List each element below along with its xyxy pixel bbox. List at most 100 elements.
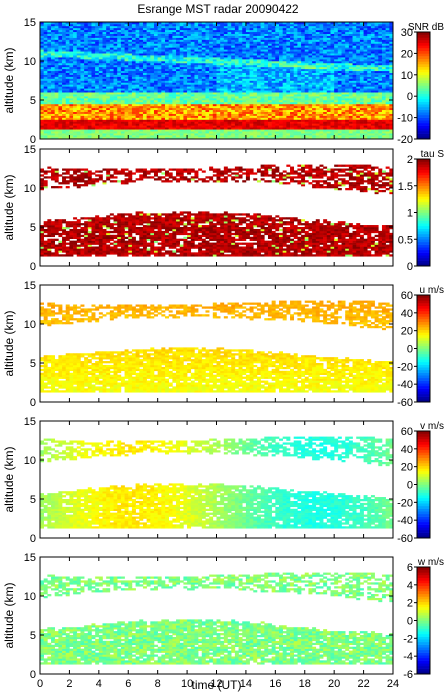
heatmap-cell — [323, 39, 328, 42]
heatmap-cell — [139, 51, 144, 54]
heatmap-cell — [172, 135, 177, 138]
heatmap-cell — [91, 135, 96, 138]
heatmap-cell — [183, 117, 188, 120]
heatmap-cell — [124, 74, 129, 77]
heatmap-cell — [62, 27, 67, 31]
heatmap-cell — [326, 41, 331, 44]
heatmap-cell — [58, 45, 63, 48]
heatmap-cell — [165, 86, 169, 89]
heatmap-cell — [326, 76, 331, 79]
heatmap-cell — [227, 37, 232, 40]
heatmap-cell — [58, 74, 63, 77]
heatmap-cell — [290, 64, 295, 68]
heatmap-cell — [51, 53, 56, 56]
heatmap-cell — [209, 117, 214, 120]
heatmap-cell — [323, 115, 328, 118]
heatmap-cell — [76, 51, 81, 54]
heatmap-cell — [286, 33, 291, 36]
heatmap-cell — [43, 96, 48, 99]
heatmap-cell — [256, 59, 261, 62]
heatmap-cell — [198, 100, 203, 103]
heatmap-cell — [223, 76, 228, 79]
heatmap-cell — [201, 94, 206, 97]
heatmap-cell — [51, 115, 56, 118]
heatmap-cell — [312, 49, 317, 52]
heatmap-cell — [242, 59, 247, 62]
heatmap-cell — [168, 49, 173, 52]
heatmap-cell — [212, 39, 217, 42]
heatmap-cell — [124, 23, 129, 27]
heatmap-cell — [84, 115, 89, 118]
heatmap-cell — [40, 49, 44, 52]
heatmap-cell — [80, 113, 85, 116]
heatmap-cell — [43, 62, 48, 66]
heatmap-cell — [330, 78, 335, 81]
heatmap-cell — [293, 53, 298, 56]
heatmap-cell — [220, 115, 225, 118]
heatmap-cell — [120, 137, 125, 140]
heatmap-cell — [124, 61, 129, 64]
heatmap-cell — [179, 39, 184, 42]
heatmap-cell — [113, 119, 118, 122]
heatmap-cell — [102, 109, 107, 112]
heatmap-cell — [54, 37, 59, 40]
heatmap-cell — [106, 53, 111, 56]
heatmap-cell — [69, 35, 74, 38]
heatmap-cell — [165, 68, 169, 72]
heatmap-cell — [113, 39, 118, 42]
heatmap-cell — [113, 84, 118, 87]
heatmap-cell — [286, 133, 291, 136]
heatmap-cell — [198, 86, 203, 89]
figure-title: Esrange MST radar 20090422 — [137, 2, 299, 16]
heatmap-cell — [234, 137, 239, 140]
heatmap-cell — [51, 80, 56, 83]
heatmap-cell — [113, 82, 118, 85]
heatmap-cell — [242, 43, 247, 46]
heatmap-cell — [47, 113, 52, 116]
heatmap-cell — [87, 125, 92, 128]
heatmap-cell — [106, 90, 111, 93]
heatmap-cell — [98, 103, 103, 107]
heatmap-cell — [315, 131, 320, 134]
heatmap-cell — [73, 113, 78, 116]
heatmap-cell — [337, 76, 342, 79]
heatmap-cell — [293, 43, 298, 46]
heatmap-cell — [312, 137, 317, 140]
heatmap-cell — [109, 86, 114, 89]
heatmap-cell — [334, 96, 339, 99]
heatmap-cell — [190, 35, 195, 38]
heatmap-cell — [139, 27, 144, 31]
heatmap-cell — [330, 59, 335, 62]
heatmap-cell — [179, 135, 184, 138]
heatmap-cell — [312, 135, 317, 138]
heatmap-cell — [84, 121, 89, 124]
heatmap-cell — [319, 100, 324, 103]
heatmap-cell — [76, 68, 81, 72]
heatmap-cell — [312, 105, 317, 109]
heatmap-cell — [326, 86, 331, 89]
heatmap-cell — [187, 131, 192, 134]
heatmap-cell — [95, 33, 100, 36]
heatmap-cell — [275, 64, 280, 68]
heatmap-cell — [334, 35, 339, 38]
heatmap-cell — [293, 62, 298, 66]
heatmap-cell — [120, 37, 125, 40]
heatmap-cell — [73, 82, 78, 85]
heatmap-cell — [95, 27, 100, 31]
heatmap-cell — [216, 61, 221, 64]
heatmap-cell — [326, 92, 331, 95]
heatmap-cell — [131, 129, 136, 132]
heatmap-cell — [153, 121, 158, 124]
heatmap-cell — [69, 49, 74, 52]
heatmap-cell — [267, 119, 272, 122]
heatmap-cell — [231, 49, 236, 52]
heatmap-cell — [109, 55, 114, 58]
heatmap-cell — [315, 101, 320, 105]
heatmap-cell — [124, 90, 129, 93]
heatmap-cell — [150, 61, 155, 64]
heatmap-cell — [109, 68, 114, 72]
heatmap-cell — [267, 37, 272, 40]
heatmap-cell — [176, 90, 181, 93]
heatmap-cell — [183, 74, 188, 77]
heatmap-cell — [315, 105, 320, 109]
